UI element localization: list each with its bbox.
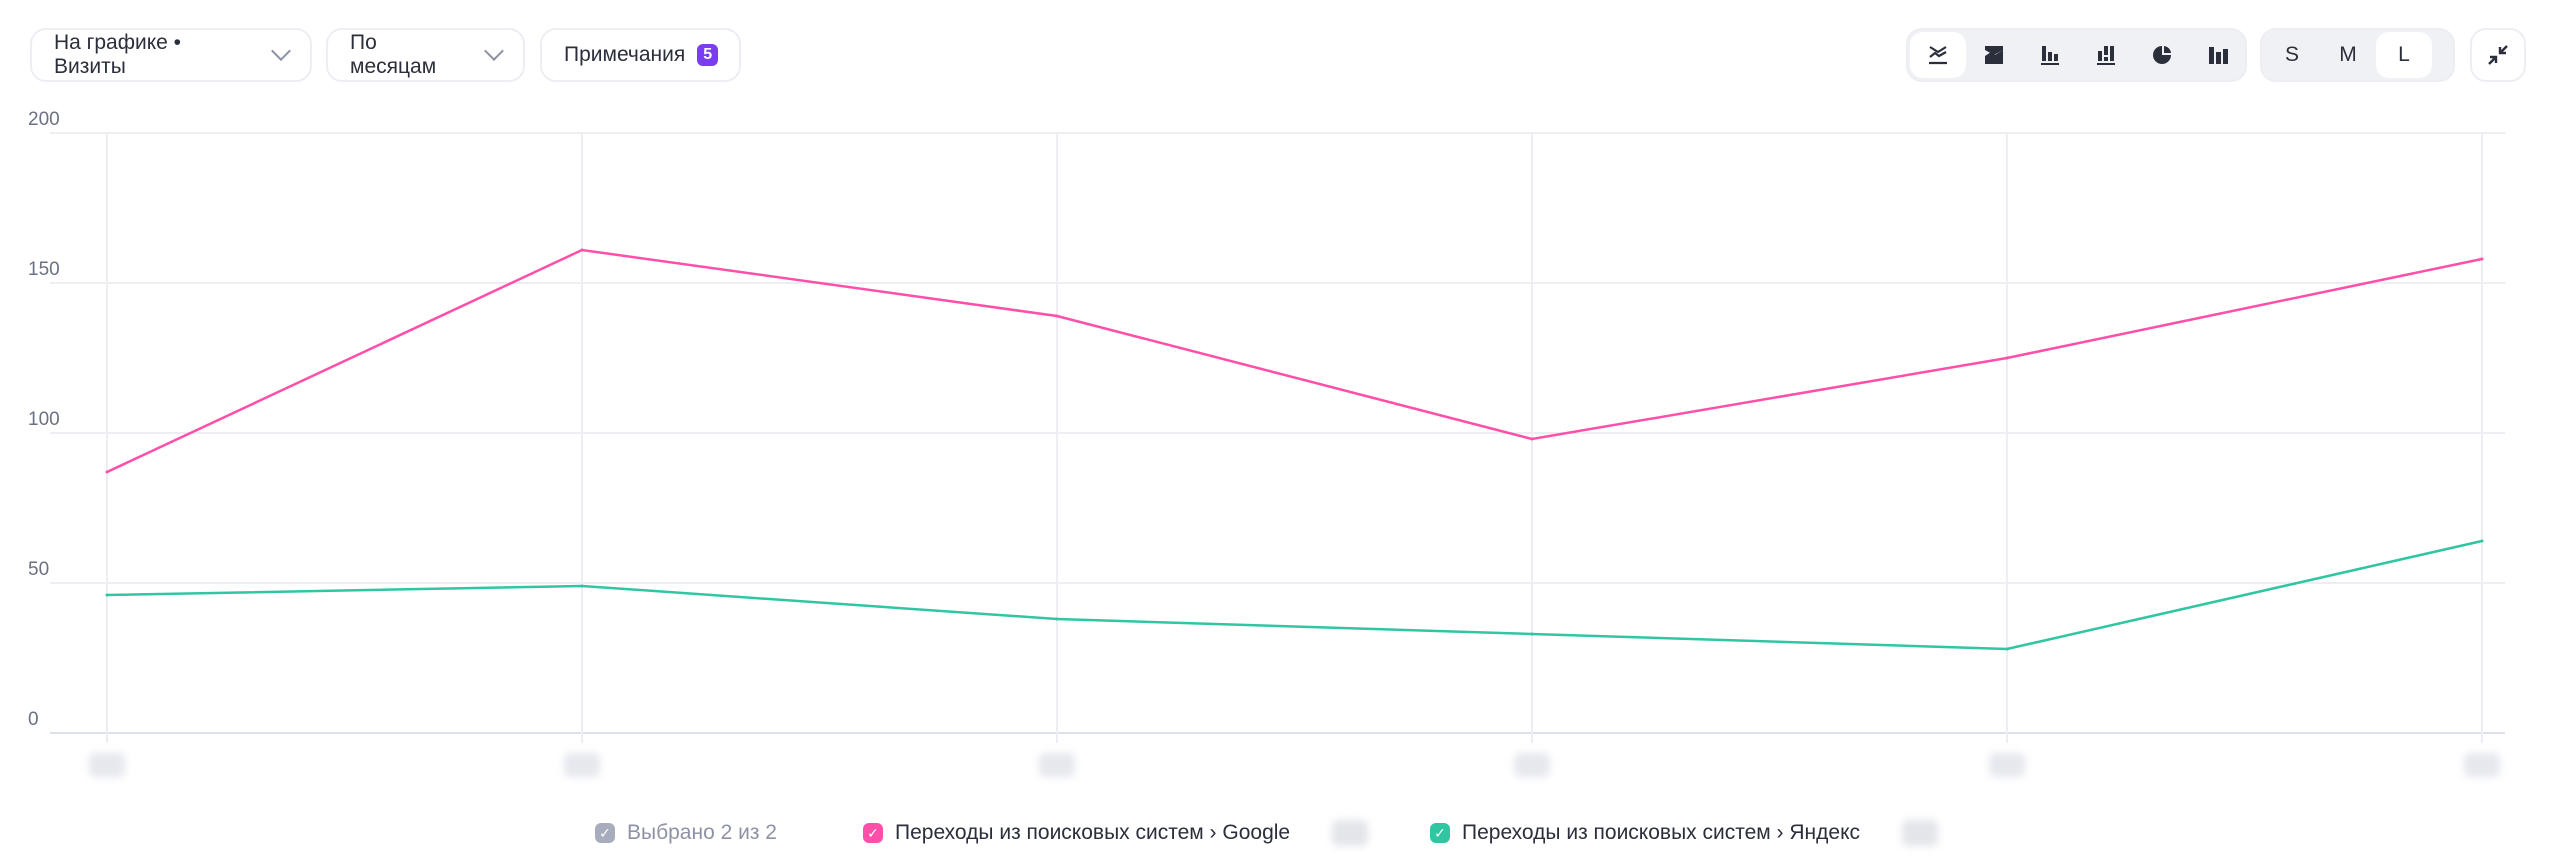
data-point	[580, 248, 584, 252]
data-point	[2005, 647, 2009, 651]
metric-select-label: На графике • Визиты	[54, 31, 181, 78]
period-select-label: По месяцам	[350, 31, 437, 78]
data-point	[2480, 539, 2484, 543]
data-point	[105, 593, 109, 597]
checkbox-icon: ✓	[595, 823, 615, 843]
stacked-area-icon	[1985, 46, 2003, 64]
collapse-icon	[2488, 45, 2508, 65]
collapse-button[interactable]	[2470, 28, 2526, 82]
pie-chart-icon	[2153, 46, 2171, 64]
period-select[interactable]: По месяцам	[326, 28, 525, 82]
x-tick-label-hidden	[2464, 753, 2500, 777]
checkbox-icon: ✓	[863, 823, 883, 843]
series-line-google	[106, 248, 2483, 474]
hidden-value	[1332, 820, 1369, 846]
y-tick-label: 0	[28, 709, 39, 730]
data-point	[105, 470, 109, 474]
y-tick-label: 50	[28, 559, 49, 580]
notes-button[interactable]: Примечания 5	[540, 28, 741, 82]
x-tick-label-hidden	[564, 753, 600, 777]
line-chart-icon	[1929, 46, 1947, 65]
data-point	[1530, 437, 1534, 441]
checkbox-icon: ✓	[1430, 823, 1450, 843]
size-m-button[interactable]: M	[2339, 43, 2357, 66]
data-point	[2480, 257, 2484, 261]
x-tick-label-hidden	[89, 753, 125, 777]
legend-label: Переходы из поисковых систем › Яндекс	[1462, 821, 1861, 844]
column-chart-icon	[2209, 47, 2228, 64]
chart-type-stacked-bar[interactable]	[2078, 32, 2134, 78]
size-s-button[interactable]: S	[2284, 43, 2299, 66]
legend-item-yandex[interactable]: ✓ Переходы из поисковых систем › Яндекс	[1430, 816, 1939, 850]
data-point	[580, 584, 584, 588]
metric-select[interactable]: На графике • Визиты	[30, 28, 312, 82]
x-tick-label-hidden	[1989, 753, 2025, 777]
data-point	[1530, 632, 1534, 636]
size-switcher: S M L	[2260, 28, 2455, 82]
legend-select-all[interactable]: ✓ Выбрано 2 из 2	[595, 816, 777, 850]
chart-type-line[interactable]	[1910, 32, 1966, 78]
legend-item-google[interactable]: ✓ Переходы из поисковых систем › Google	[863, 816, 1369, 850]
chart-type-pie[interactable]	[2134, 32, 2190, 78]
data-point	[1055, 617, 1059, 621]
x-tick-label-hidden	[1514, 753, 1550, 777]
chart-type-area[interactable]	[1966, 32, 2022, 78]
legend-label: Переходы из поисковых систем › Google	[895, 821, 1291, 844]
legend-selected-count: Выбрано 2 из 2	[627, 821, 777, 844]
x-tick-label-hidden	[1039, 753, 1075, 777]
notes-count-badge: 5	[697, 44, 719, 66]
chart-type-column[interactable]	[2190, 32, 2246, 78]
hidden-value	[1902, 820, 1939, 846]
y-tick-label: 200	[28, 109, 60, 130]
data-point	[2005, 356, 2009, 360]
chart-type-bar[interactable]	[2022, 32, 2078, 78]
data-point	[1055, 314, 1059, 318]
line-chart: 0 50 100 150 200	[28, 109, 2505, 777]
bar-chart-icon	[2041, 46, 2059, 65]
y-tick-label: 150	[28, 259, 60, 280]
series-line-yandex	[106, 539, 2483, 651]
stacked-bar-icon	[2097, 46, 2115, 65]
chart-type-switcher	[1906, 28, 2247, 82]
y-tick-label: 100	[28, 409, 60, 430]
size-l-button[interactable]: L	[2376, 32, 2432, 78]
notes-label: Примечания	[564, 43, 686, 66]
